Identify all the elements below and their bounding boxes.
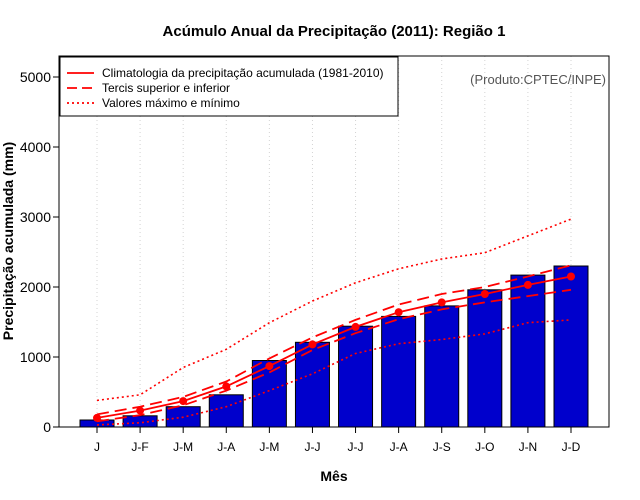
legend-box <box>59 56 399 117</box>
bar-7 <box>338 325 374 428</box>
x-tick-label-9: J-S <box>433 440 451 454</box>
x-tick-label-10: J-O <box>475 440 494 454</box>
series-line-2 <box>96 264 572 416</box>
x-tick-label-7: J-J <box>348 440 364 454</box>
x-tick-label-8: J-A <box>390 440 408 454</box>
bar-6 <box>294 341 330 428</box>
bar-4 <box>208 394 244 428</box>
x-tick-label-4: J-A <box>217 440 235 454</box>
series-marker-1-6 <box>308 340 317 349</box>
bar-9 <box>424 305 460 428</box>
x-tick-label-12: J-D <box>562 440 581 454</box>
series-marker-1-7 <box>351 322 360 331</box>
series-marker-1-2 <box>136 406 145 415</box>
plot-frame <box>58 55 610 428</box>
series-marker-1-12 <box>567 272 575 281</box>
y-axis: 0 1000 2000 3000 4000 5000 <box>20 69 59 435</box>
series-marker-1-5 <box>265 362 274 371</box>
bar-10 <box>467 289 503 428</box>
series-lines <box>96 218 572 426</box>
x-tick-label-11: J-N <box>519 440 538 454</box>
series-marker-1-3 <box>179 397 188 406</box>
x-axis: J J-F J-M J-A J-M J-J J-J J-A J-S J-O J-N J-D <box>94 427 581 454</box>
y-axis-label: Precipitação acumulada (mm) <box>0 142 16 340</box>
series-marker-1-10 <box>480 290 489 298</box>
bar-8 <box>381 315 417 428</box>
x-tick-label-3: J-M <box>173 440 193 454</box>
legend-label-1: Climatologia da precipitação acumulada (… <box>102 66 384 80</box>
series-line-3 <box>96 288 572 423</box>
legend: Climatologia da precipitação acumulada (… <box>59 56 399 117</box>
y-tick-label-5000: 5000 <box>20 69 51 85</box>
series-line-4 <box>96 218 572 402</box>
x-axis-label: Mês <box>320 468 347 484</box>
x-tick-label-2: J-F <box>131 440 148 454</box>
series-line-1 <box>96 275 572 419</box>
series-marker-1-9 <box>437 298 446 307</box>
bar-5 <box>251 360 287 428</box>
series-marker-1-8 <box>394 308 403 317</box>
x-tick-label-5: J-M <box>259 440 279 454</box>
bars <box>79 265 589 428</box>
series-marker-1-4 <box>222 382 231 391</box>
y-tick-label-3000: 3000 <box>20 209 51 225</box>
chart-title: Acúmulo Anual da Precipitação (2011): Re… <box>163 23 506 40</box>
series-marker-1-11 <box>523 280 532 289</box>
y-tick-label-2000: 2000 <box>20 279 51 295</box>
x-tick-label-6: J-J <box>304 440 320 454</box>
y-tick-label-0: 0 <box>43 419 51 435</box>
y-tick-label-4000: 4000 <box>20 139 51 155</box>
y-tick-label-1000: 1000 <box>20 349 51 365</box>
x-tick-label-1: J <box>94 440 100 454</box>
product-annotation: (Produto:CPTEC/INPE) <box>470 72 606 87</box>
legend-label-3: Valores máximo e mínimo <box>102 96 240 110</box>
legend-label-2: Tercis superior e inferior <box>102 81 230 95</box>
series-markers <box>93 272 575 422</box>
series-marker-1-1 <box>93 413 101 422</box>
